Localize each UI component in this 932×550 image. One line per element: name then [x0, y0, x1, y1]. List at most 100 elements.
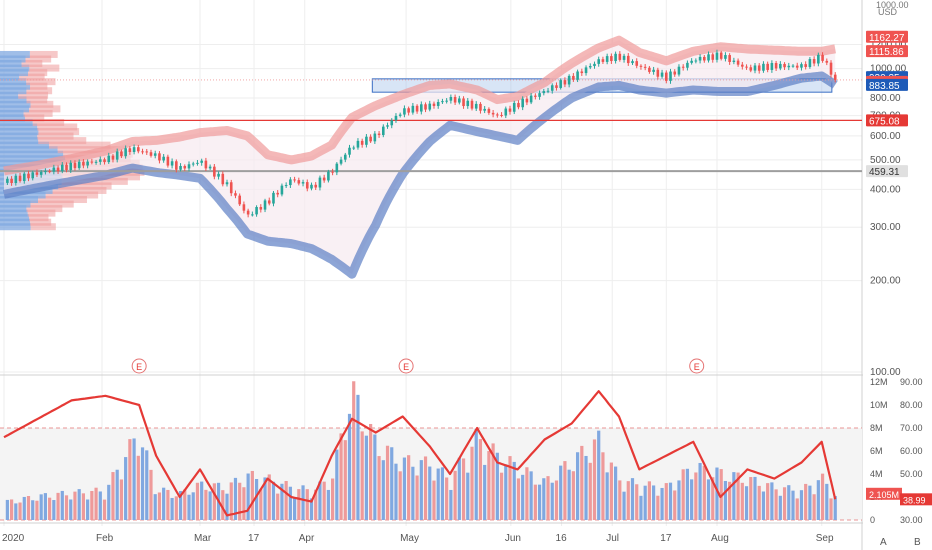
volume-bar: [208, 491, 212, 520]
candle-body: [166, 156, 170, 166]
profile-bar-up: [0, 100, 31, 108]
volume-bar: [744, 486, 749, 520]
volume-bar: [808, 485, 812, 520]
volume-bar: [626, 481, 630, 520]
volume-bar: [542, 478, 546, 520]
volume-bar: [178, 491, 183, 520]
candle-body: [280, 185, 284, 195]
volume-bars: [5, 381, 837, 520]
earnings-circle[interactable]: [689, 358, 705, 374]
candle-body: [703, 56, 706, 61]
earnings-label[interactable]: E: [136, 362, 142, 372]
volume-bar: [516, 478, 521, 520]
candle-body: [631, 61, 634, 64]
profile-bar-up: [0, 105, 30, 113]
volume-bar: [86, 499, 90, 520]
candle-body: [259, 207, 263, 210]
volume-bar: [706, 479, 711, 520]
candle-body: [542, 91, 546, 94]
earnings-marker[interactable]: E: [689, 358, 705, 374]
candle-body: [817, 54, 820, 64]
candle-body: [529, 95, 533, 103]
candle-body: [724, 55, 727, 59]
volume-bar: [723, 480, 728, 520]
candle-body: [356, 140, 360, 148]
candle-body: [432, 103, 436, 106]
profile-bar-up: [0, 114, 26, 122]
time-tick-label: Jul: [606, 533, 619, 544]
earnings-label[interactable]: E: [403, 362, 409, 372]
candle-body: [618, 53, 622, 60]
volume-bar: [280, 483, 284, 520]
volume-bar: [563, 461, 567, 520]
candle-body: [251, 214, 254, 216]
earnings-label[interactable]: E: [694, 362, 700, 372]
volume-bar: [647, 481, 651, 520]
candle-body: [73, 162, 77, 169]
candle-body: [331, 171, 334, 173]
profile-bar-down: [45, 191, 99, 199]
earnings-circle[interactable]: [398, 358, 414, 374]
candle-body: [453, 96, 457, 103]
volume-bar: [668, 482, 673, 520]
candle-body: [39, 171, 43, 175]
candle-body: [297, 180, 301, 184]
profile-bar-down: [30, 82, 48, 90]
volume-bar: [512, 461, 516, 520]
candle-body: [293, 179, 296, 181]
currency-label: USD: [878, 7, 898, 17]
candle-body: [18, 175, 22, 182]
volume-bar: [162, 487, 166, 520]
candle-body: [795, 65, 799, 68]
profile-bar-up: [0, 55, 26, 63]
volume-bar: [394, 463, 398, 520]
profile-bar-up: [0, 91, 19, 99]
earnings-marker[interactable]: E: [398, 358, 414, 374]
candle-body: [436, 102, 440, 106]
candle-body: [715, 52, 719, 60]
price-tag-box: [866, 78, 908, 91]
profile-bar-up: [0, 196, 39, 204]
earnings-marker[interactable]: E: [131, 358, 147, 374]
volume-bar: [770, 482, 774, 520]
candle-body: [246, 210, 250, 215]
candle-body: [563, 80, 567, 85]
volume-bar: [369, 423, 373, 520]
volume-bar: [445, 477, 449, 520]
candle-body: [833, 74, 837, 80]
log-scale-label[interactable]: A: [880, 537, 887, 548]
volume-bar: [474, 428, 478, 520]
price-tag-label: 1162.27: [869, 33, 905, 44]
volume-bar: [221, 490, 225, 520]
indicator-tag-box: [900, 493, 932, 506]
time-tick-label: 16: [556, 533, 568, 544]
candle-body: [377, 133, 381, 136]
settings-label[interactable]: B: [914, 537, 921, 548]
candle-body: [82, 161, 85, 166]
rsi-line: [3, 390, 837, 517]
candle-body: [669, 71, 672, 81]
candle-body: [779, 63, 782, 69]
log-scale-button[interactable]: A: [880, 537, 887, 548]
volume-bar: [415, 475, 419, 520]
volume-bar: [483, 464, 487, 520]
profile-bar-down: [37, 123, 78, 131]
volume-bar: [339, 433, 343, 520]
volume-bar: [575, 452, 580, 520]
earnings-circle[interactable]: [131, 358, 147, 374]
volume-bar: [820, 473, 825, 520]
rsi-indicator: [3, 390, 837, 517]
candle-body: [386, 125, 389, 127]
volume-bar: [673, 490, 677, 520]
candle-body: [458, 98, 461, 103]
volume-bar: [559, 465, 563, 520]
profile-bar-up: [0, 223, 31, 231]
volume-bar: [22, 496, 26, 520]
candle-body: [162, 156, 165, 161]
candle-body: [175, 161, 178, 170]
candle-body: [652, 69, 655, 72]
settings-button[interactable]: B: [914, 537, 921, 548]
candle-body: [77, 161, 81, 169]
